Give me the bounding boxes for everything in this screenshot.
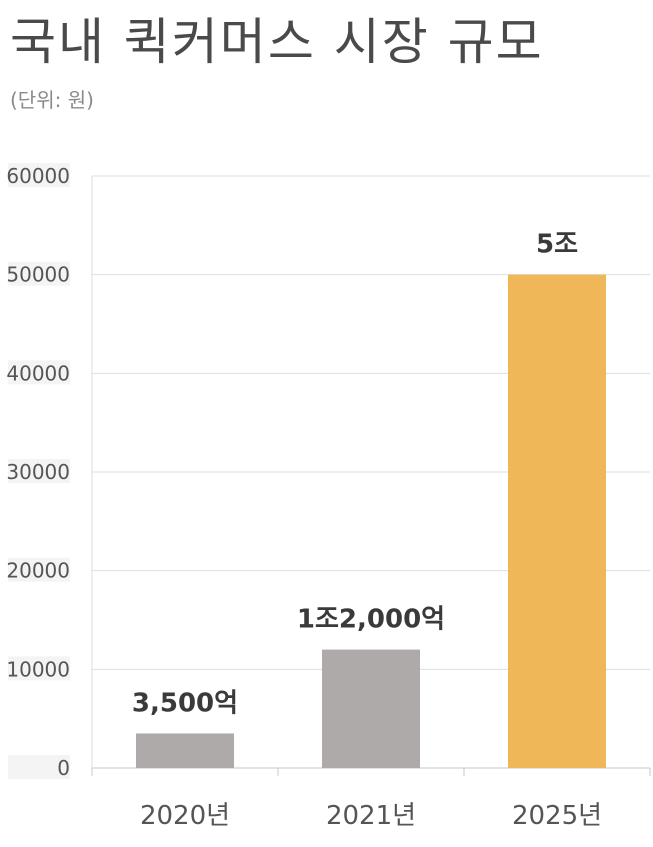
y-tick-label-bg (8, 163, 70, 187)
y-tick-label: 40000 (6, 361, 70, 385)
y-tick-label: 10000 (6, 657, 70, 681)
chart-title: 국내 퀵커머스 시장 규모 (10, 13, 544, 71)
y-tick-label-bg (8, 459, 70, 483)
x-tick-label: 2025년 (512, 801, 602, 831)
data-label: 5조 (536, 230, 578, 260)
y-tick-label-bg (8, 261, 70, 286)
y-tick-label-bg (8, 656, 70, 681)
y-tick-label: 0 (57, 756, 70, 780)
bar (322, 649, 420, 768)
y-tick-label-bg (8, 557, 70, 582)
x-tick-label: 2020년 (140, 801, 230, 831)
y-tick-label: 60000 (6, 164, 70, 188)
y-tick-label-bg (8, 755, 70, 779)
y-tick-label-bg (8, 360, 70, 385)
data-label: 1조2,000억 (297, 605, 445, 635)
x-tick-label: 2021년 (326, 801, 416, 831)
y-tick-label: 20000 (6, 559, 70, 583)
chart-subtitle: (단위: 원) (10, 88, 94, 112)
data-label: 3,500억 (132, 688, 238, 718)
bar (136, 733, 234, 768)
y-tick-label: 50000 (6, 263, 70, 287)
y-tick-label: 30000 (6, 460, 70, 484)
bar (508, 274, 606, 768)
